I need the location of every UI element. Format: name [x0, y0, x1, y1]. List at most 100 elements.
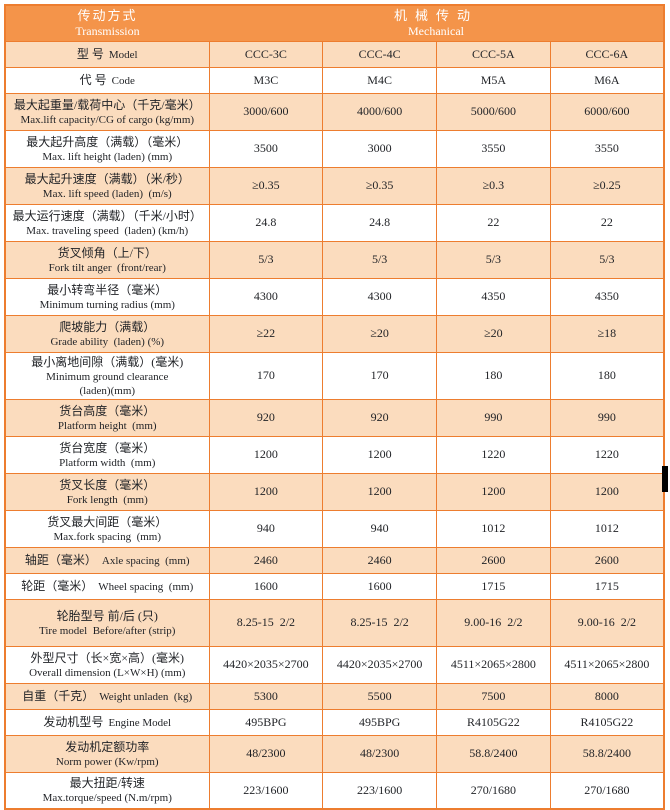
spec-value-cell: R4105G22 — [436, 708, 551, 736]
row-label-zh: 发动机型号 — [43, 715, 104, 729]
spec-value-cell: 6000/600 — [549, 92, 665, 131]
spec-value-cell: 180 — [436, 351, 551, 400]
row-label-zh: 货叉倾角（上/下） — [57, 245, 157, 260]
spec-value-cell: 223/1600 — [208, 771, 324, 810]
row-label-en: Fork tilt anger (front/rear) — [48, 261, 166, 274]
spec-value-cell: 48/2300 — [322, 734, 437, 773]
table-row: 代 号 Code M3C M4C M5A M6A — [4, 66, 665, 94]
row-label-en: Max.torque/speed (N.m/rpm) — [42, 792, 172, 805]
spec-value-cell: 920 — [208, 398, 324, 437]
spec-value-cell: 495BPG — [322, 708, 437, 736]
table-row: 货台高度（毫米） Platform height (mm) 920 920 990 990 — [4, 398, 665, 437]
spec-value-cell: ≥0.3 — [436, 166, 551, 205]
row-label-en: Max.fork spacing (mm) — [53, 530, 162, 543]
table-row: 发动机型号 Engine Model 495BPG 495BPG R4105G22 R41… — [4, 708, 665, 736]
spec-value-cell: M3C — [208, 66, 324, 94]
row-label-zh: 爬坡能力（满载） — [59, 319, 156, 334]
row-label-en: Norm power (Kw/rpm) — [55, 755, 159, 768]
spec-value-cell: 1200 — [436, 472, 551, 511]
transmission-header-cell: 传动方式 Transmission — [5, 5, 209, 41]
spec-value-cell: 7500 — [436, 682, 551, 710]
row-label-zh: 最大起重量/载荷中心（千克/毫米） — [13, 97, 201, 112]
row-label-zh: 最小转弯半径（毫米） — [47, 282, 168, 297]
spec-value-cell: 1220 — [436, 435, 551, 474]
row-label-zh: 自重（千克） — [22, 689, 95, 703]
row-label: 最大起重量/载荷中心（千克/毫米） Max.lift capacity/CG of… — [4, 92, 210, 131]
spec-value-cell: ≥0.35 — [322, 166, 437, 205]
row-label: 发动机型号 Engine Model — [4, 708, 210, 736]
spec-value-cell: 3000 — [322, 129, 437, 168]
row-label: 型 号 Model — [4, 40, 210, 68]
spec-value-cell: 4300 — [322, 277, 437, 316]
spec-value-cell: 1200 — [549, 472, 665, 511]
spec-value-cell: 270/1680 — [436, 771, 551, 810]
row-label: 最大扭距/转速 Max.torque/speed (N.m/rpm) — [4, 771, 210, 810]
row-label-zh: 最大起升速度（满载）（米/秒） — [24, 171, 190, 186]
row-label-en: Fork length (mm) — [66, 493, 148, 506]
row-label-en: Overall dimension (L×W×H) (mm) — [29, 666, 186, 679]
row-label-zh: 货叉最大间距（毫米） — [47, 514, 168, 529]
spec-value-cell: M6A — [549, 66, 665, 94]
spec-value-cell: 58.8/2400 — [549, 734, 665, 773]
table-row: 爬坡能力（满载） Grade ability (laden) (%) ≥22 ≥20 ≥… — [4, 314, 665, 353]
row-label-en: Engine Model — [108, 717, 172, 729]
mechanical-header-cell: 机械传动 Mechanical — [209, 5, 664, 41]
edge-artifact — [662, 466, 668, 492]
row-label-en: Max. lift speed (laden) (m/s) — [42, 187, 172, 200]
row-label: 最大运行速度（满载）（千米/小时） Max. traveling speed (l… — [4, 203, 210, 242]
table-row: 最大起升速度（满载）（米/秒） Max. lift speed (laden) (… — [4, 166, 665, 205]
row-label-zh: 货台高度（毫米） — [59, 403, 156, 418]
row-label: 最小离地间隙（满载）(毫米) Minimum ground clearance (… — [4, 351, 210, 400]
spec-value-cell: 1200 — [208, 472, 324, 511]
spec-value-cell: CCC-4C — [322, 40, 437, 68]
spec-value-cell: 495BPG — [208, 708, 324, 736]
row-label-en: Model — [108, 49, 138, 61]
spec-value-cell: 1600 — [208, 572, 324, 600]
spec-value-cell: 1012 — [436, 509, 551, 548]
spec-value-cell: 8.25-15 2/2 — [208, 598, 324, 647]
row-label: 货台宽度（毫米） Platform width (mm) — [4, 435, 210, 474]
spec-value-cell: ≥0.25 — [549, 166, 665, 205]
spec-value-cell: M4C — [322, 66, 437, 94]
row-label: 外型尺寸（长×宽×高）(毫米) Overall dimension (L×W×H)… — [4, 645, 210, 684]
row-label-zh: 代 号 — [79, 73, 107, 87]
spec-value-cell: 3550 — [436, 129, 551, 168]
spec-value-cell: 1715 — [549, 572, 665, 600]
row-label-zh: 轮胎型号 前/后 (只) — [56, 608, 158, 623]
row-label-en: Grade ability (laden) (%) — [50, 335, 165, 348]
spec-value-cell: 48/2300 — [208, 734, 324, 773]
row-label: 代 号 Code — [4, 66, 210, 94]
row-label-zh: 型 号 — [76, 47, 104, 61]
spec-value-cell: 2600 — [549, 546, 665, 574]
row-label: 轴距（毫米） Axle spacing (mm) — [4, 546, 210, 574]
table-row: 货叉长度（毫米） Fork length (mm) 1200 1200 1200 1200 — [4, 472, 665, 511]
row-label-en: Max.lift capacity/CG of cargo (kg/mm) — [20, 113, 195, 126]
spec-value-cell: 4350 — [436, 277, 551, 316]
spec-value-cell: 5/3 — [549, 240, 665, 279]
table-row: 最小离地间隙（满载）(毫米) Minimum ground clearance (… — [4, 351, 665, 400]
spec-value-cell: 990 — [436, 398, 551, 437]
row-label: 货叉倾角（上/下） Fork tilt anger (front/rear) — [4, 240, 210, 279]
row-label: 发动机定额功率 Norm power (Kw/rpm) — [4, 734, 210, 773]
spec-value-cell: 2600 — [436, 546, 551, 574]
spec-value-cell: CCC-3C — [208, 40, 324, 68]
spec-value-cell: 4350 — [549, 277, 665, 316]
spec-value-cell: 1220 — [549, 435, 665, 474]
row-label: 货叉长度（毫米） Fork length (mm) — [4, 472, 210, 511]
spec-value-cell: 4511×2065×2800 — [549, 645, 665, 684]
spec-value-cell: ≥0.35 — [208, 166, 324, 205]
spec-value-cell: 2460 — [322, 546, 437, 574]
row-label-en: Wheel spacing (mm) — [98, 581, 194, 593]
spec-value-cell: 5000/600 — [436, 92, 551, 131]
table-row: 最大扭距/转速 Max.torque/speed (N.m/rpm) 223/160… — [4, 771, 665, 810]
row-label: 最小转弯半径（毫米） Minimum turning radius (mm) — [4, 277, 210, 316]
spec-value-cell: 5500 — [322, 682, 437, 710]
spec-value-cell: 940 — [208, 509, 324, 548]
row-label-zh: 外型尺寸（长×宽×高）(毫米) — [30, 650, 185, 665]
row-label-zh: 最小离地间隙（满载）(毫米) — [31, 354, 184, 369]
spec-value-cell: ≥20 — [322, 314, 437, 353]
spec-value-cell: 270/1680 — [549, 771, 665, 810]
spec-value-cell: ≥22 — [208, 314, 324, 353]
row-label-en: Platform width (mm) — [59, 456, 156, 469]
row-label: 轮距（毫米） Wheel spacing (mm) — [4, 572, 210, 600]
